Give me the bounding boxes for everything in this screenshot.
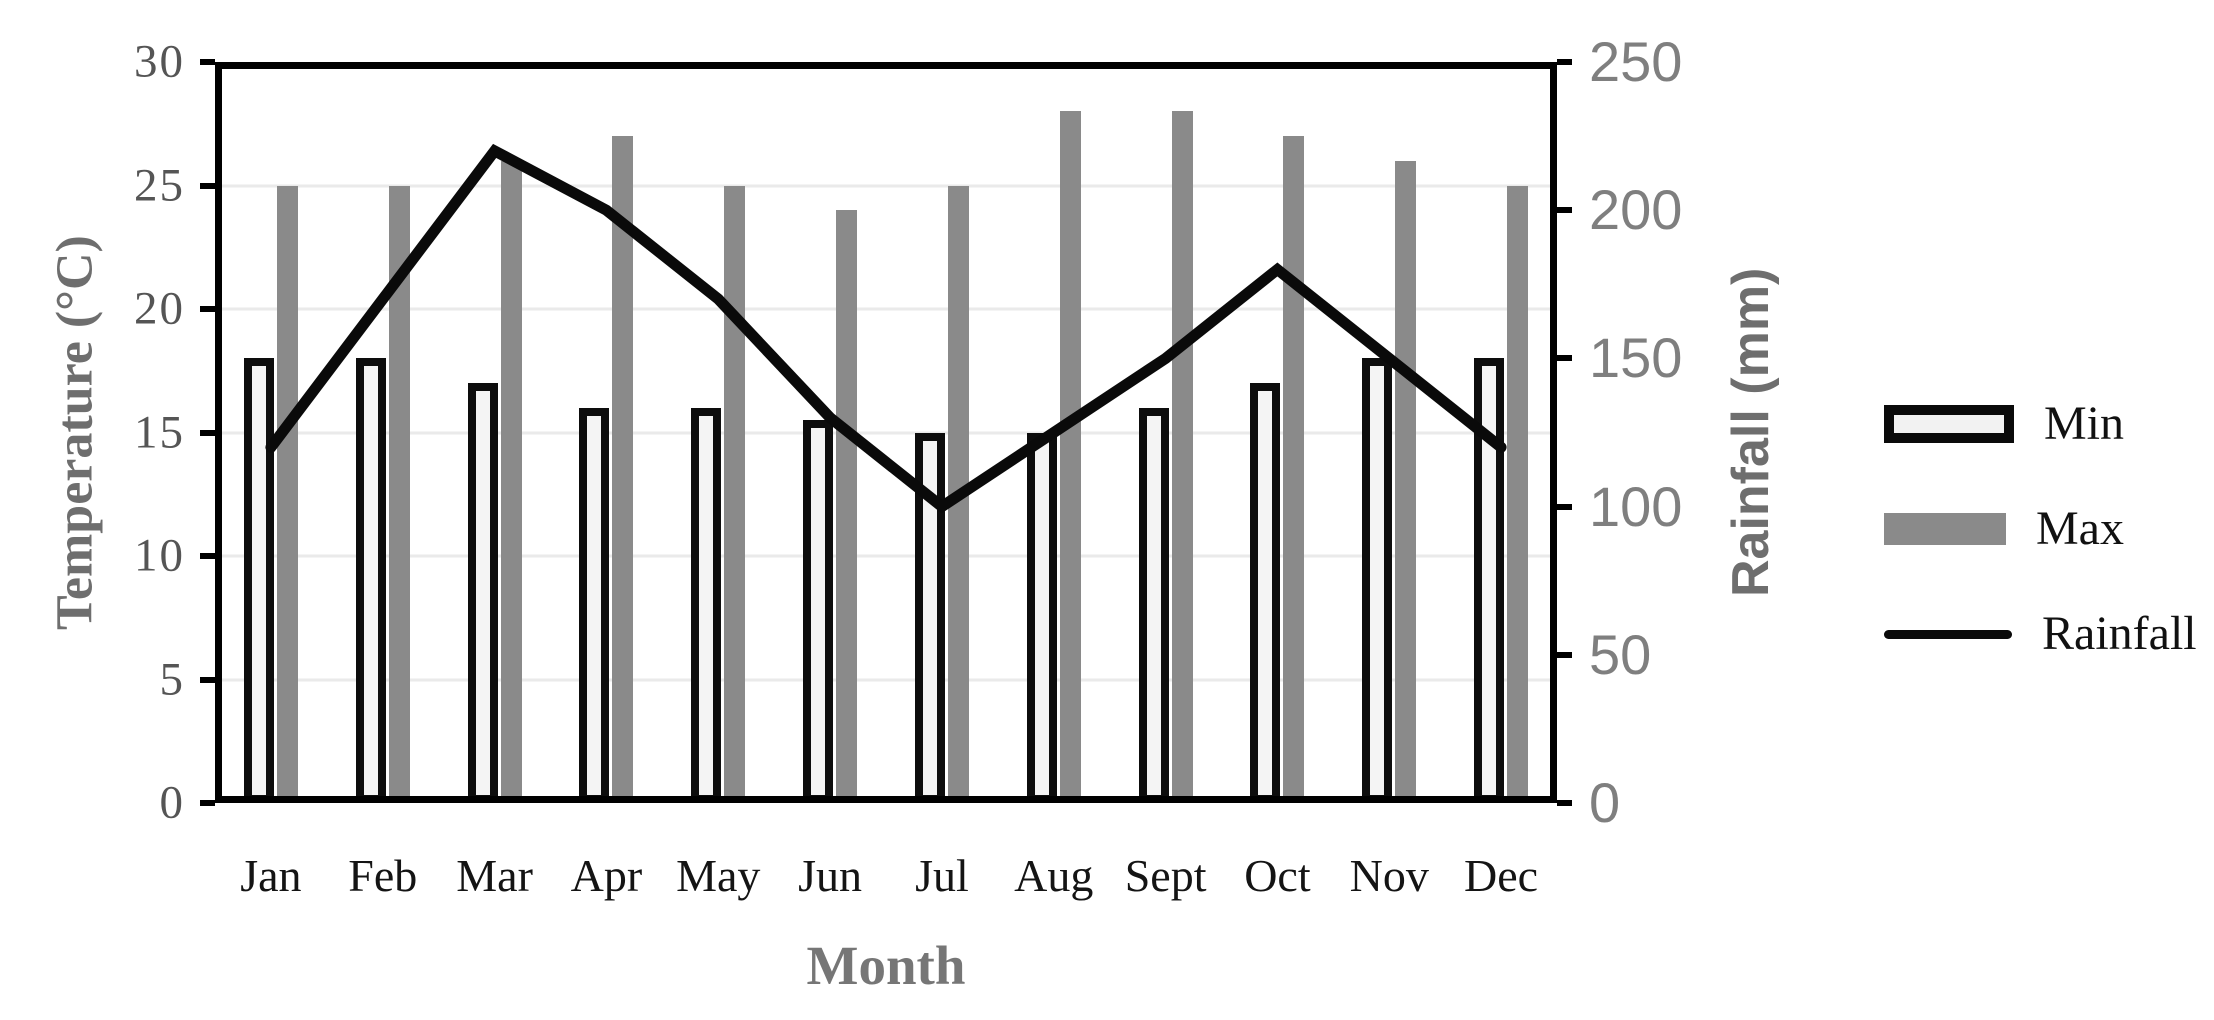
left-tick-label-20: 20	[134, 282, 185, 335]
left-tick-30	[200, 59, 215, 65]
left-tick-5	[200, 676, 215, 683]
month-label-may: May	[676, 850, 761, 901]
legend-item-max: Max	[1884, 497, 2197, 561]
max-bar-oct	[1283, 136, 1305, 803]
x-axis-title: Month	[806, 935, 966, 996]
max-bar-may	[724, 185, 746, 803]
legend-label: Min	[2044, 397, 2125, 450]
max-bar-dec	[1507, 185, 1529, 803]
bar-group-mar	[439, 62, 551, 803]
right-tick-label-0: 0	[1589, 771, 1621, 834]
month-label-nov: Nov	[1349, 850, 1429, 901]
left-tick-label-15: 15	[134, 406, 185, 458]
rainfall-line-swatch-icon	[1884, 629, 2012, 639]
right-tick-label-200: 200	[1589, 178, 1683, 242]
legend-item-rainfall: Rainfall	[1884, 602, 2197, 666]
max-bar-aug	[1059, 111, 1081, 803]
left-tick-label-30: 30	[134, 35, 185, 88]
max-bar-swatch-icon	[1884, 513, 2006, 545]
min-bar-nov	[1362, 358, 1393, 803]
month-label-feb: Feb	[348, 850, 418, 901]
min-bar-jun	[803, 420, 834, 803]
min-bar-aug	[1026, 432, 1057, 803]
bar-group-may	[662, 62, 774, 803]
max-bar-jun	[836, 210, 858, 803]
bar-group-jan	[215, 62, 327, 803]
bar-groups	[215, 62, 1557, 803]
legend-label: Rainfall	[2042, 607, 2197, 660]
left-tick-0	[200, 800, 215, 806]
max-bar-apr	[612, 136, 634, 803]
min-bar-apr	[579, 407, 610, 803]
max-bar-mar	[500, 160, 522, 803]
right-tick-label-50: 50	[1589, 622, 1652, 686]
month-label-jun: Jun	[798, 850, 863, 901]
bar-group-jun	[774, 62, 886, 803]
min-bar-swatch-icon	[1884, 405, 2014, 443]
min-bar-jan	[243, 358, 274, 803]
month-label-apr: Apr	[570, 850, 643, 901]
legend: Min Max Rainfall	[1884, 392, 2197, 666]
bar-group-apr	[550, 62, 662, 803]
bar-group-dec	[1445, 62, 1557, 803]
min-bar-dec	[1474, 358, 1505, 803]
left-tick-label-5: 5	[159, 653, 185, 705]
bar-group-sept	[1110, 62, 1222, 803]
right-tick-50	[1557, 651, 1572, 658]
bar-group-nov	[1333, 62, 1445, 803]
min-bar-mar	[467, 383, 498, 803]
right-tick-label-100: 100	[1589, 474, 1683, 538]
right-tick-200	[1557, 207, 1572, 214]
left-tick-label-10: 10	[134, 529, 185, 582]
month-label-jan: Jan	[240, 850, 302, 901]
legend-label: Max	[2036, 502, 2124, 555]
left-tick-label-0: 0	[159, 776, 185, 829]
right-axis-title: Rainfall (mm)	[1722, 267, 1780, 598]
min-bar-feb	[355, 358, 386, 803]
max-bar-jan	[276, 185, 298, 803]
max-bar-nov	[1395, 160, 1417, 803]
bar-group-feb	[327, 62, 439, 803]
legend-item-min: Min	[1884, 392, 2197, 456]
left-tick-25	[200, 182, 215, 189]
min-bar-sept	[1138, 407, 1169, 803]
month-label-aug: Aug	[1014, 850, 1094, 901]
min-bar-oct	[1250, 383, 1281, 803]
left-tick-10	[200, 553, 215, 559]
right-tick-150	[1557, 355, 1572, 362]
max-bar-jul	[947, 185, 969, 803]
min-bar-jul	[914, 432, 945, 803]
right-tick-250	[1557, 59, 1572, 65]
max-bar-feb	[388, 185, 410, 803]
max-bar-sept	[1171, 111, 1193, 803]
bar-group-jul	[886, 62, 998, 803]
right-tick-label-250: 250	[1589, 30, 1683, 93]
right-tick-100	[1557, 503, 1572, 510]
min-bar-may	[691, 407, 722, 803]
bar-group-oct	[1221, 62, 1333, 803]
right-tick-0	[1557, 800, 1572, 806]
month-label-sept: Sept	[1124, 850, 1207, 901]
right-tick-label-150: 150	[1589, 326, 1683, 390]
left-tick-label-25: 25	[134, 159, 185, 211]
month-label-dec: Dec	[1464, 850, 1539, 901]
left-tick-20	[200, 306, 215, 312]
month-label-mar: Mar	[456, 850, 533, 901]
bar-group-aug	[998, 62, 1110, 803]
month-label-oct: Oct	[1244, 850, 1311, 901]
left-tick-15	[200, 429, 215, 436]
plot-area: 30 25 20 15 10 5 0 250 200 150 100 50 0 Jan Feb Mar Apr M…	[134, 34, 1682, 902]
month-label-jul: Jul	[915, 850, 969, 901]
